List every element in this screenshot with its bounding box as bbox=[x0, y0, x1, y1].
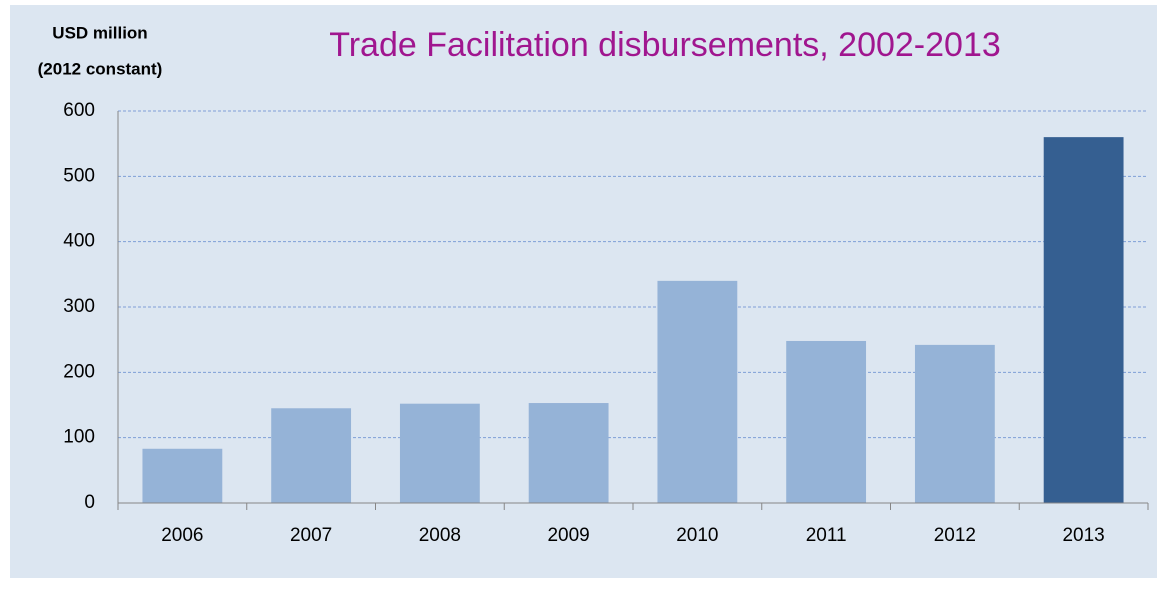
x-tick-label: 2010 bbox=[676, 525, 718, 546]
bar bbox=[786, 340, 867, 503]
bar bbox=[142, 448, 223, 503]
y-tick-label: 0 bbox=[84, 492, 95, 513]
x-tick-label: 2011 bbox=[806, 525, 847, 546]
x-tick-label: 2007 bbox=[290, 525, 332, 546]
y-tick-label: 400 bbox=[63, 231, 95, 252]
x-tick-label: 2008 bbox=[419, 525, 461, 546]
bar bbox=[657, 280, 738, 503]
x-tick-label: 2012 bbox=[934, 525, 976, 546]
y-tick-label: 300 bbox=[63, 296, 95, 317]
bar bbox=[914, 344, 995, 503]
y-tick-label: 600 bbox=[63, 100, 95, 121]
x-tick-label: 2006 bbox=[161, 525, 203, 546]
y-axis-label: USD million bbox=[52, 23, 147, 42]
chart-title: Trade Facilitation disbursements, 2002-2… bbox=[329, 26, 1001, 64]
y-tick-label: 200 bbox=[63, 361, 95, 382]
bar bbox=[528, 403, 609, 503]
x-tick-label: 2013 bbox=[1062, 525, 1104, 546]
y-tick-label: 100 bbox=[63, 427, 95, 448]
y-axis-label: (2012 constant) bbox=[38, 59, 163, 78]
bar bbox=[399, 403, 480, 503]
bar bbox=[1043, 137, 1124, 503]
x-tick-label: 2009 bbox=[547, 525, 589, 546]
y-tick-label: 500 bbox=[63, 165, 95, 186]
bar bbox=[271, 408, 352, 503]
